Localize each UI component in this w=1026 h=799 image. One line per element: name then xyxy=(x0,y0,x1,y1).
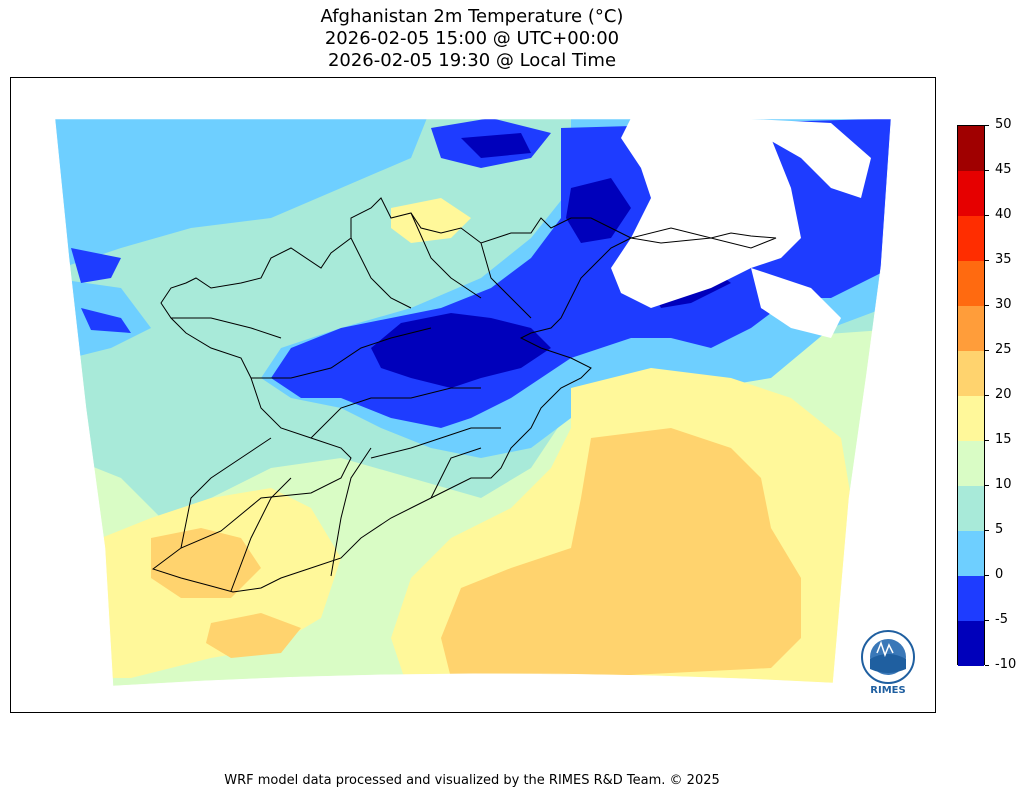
colorbar-segment xyxy=(958,486,984,531)
colorbar-segment xyxy=(958,576,984,621)
country-borders xyxy=(151,197,777,593)
colorbar-tick-label: 20 xyxy=(985,388,1026,402)
rimes-logo: RIMES xyxy=(855,629,921,699)
title-line-1: Afghanistan 2m Temperature (°C) xyxy=(320,6,624,27)
colorbar-segment xyxy=(958,441,984,486)
colorbar-tick-label: 25 xyxy=(985,343,1026,357)
colorbar-tick-label: -5 xyxy=(985,613,1026,627)
colorbar-segment xyxy=(958,216,984,261)
colorbar-tick-label: 10 xyxy=(985,478,1026,492)
colorbar-tick-label: 5 xyxy=(985,523,1026,537)
colorbar-segment xyxy=(958,396,984,441)
afghanistan-outline xyxy=(151,197,777,593)
colorbar-tick-label: 40 xyxy=(985,208,1026,222)
colorbar-tick-label: 15 xyxy=(985,433,1026,447)
colorbar-tick-label: 45 xyxy=(985,163,1026,177)
colorbar-segment xyxy=(958,306,984,351)
colorbar-tick-label: 30 xyxy=(985,298,1026,312)
colorbar-tick-label: -10 xyxy=(985,658,1026,672)
field-white xyxy=(611,119,801,308)
logo-text: RIMES xyxy=(870,685,906,696)
field-orange xyxy=(441,428,801,678)
colorbar-segment xyxy=(958,351,984,396)
temperature-map xyxy=(54,118,892,687)
footer-credit: WRF model data processed and visualized … xyxy=(224,773,720,788)
map-title: Afghanistan 2m Temperature (°C) 2026-02-… xyxy=(0,6,944,72)
field-light-blue xyxy=(55,119,431,268)
colorbar-segment xyxy=(958,261,984,306)
colorbar-segment xyxy=(958,531,984,576)
title-line-2: 2026-02-05 15:00 @ UTC+00:00 xyxy=(324,28,620,49)
domain-edge xyxy=(54,118,892,687)
province-lines xyxy=(171,212,532,592)
colorbar-tick-label: 35 xyxy=(985,253,1026,267)
title-line-3: 2026-02-05 19:30 @ Local Time xyxy=(327,50,617,71)
colorbar-segment xyxy=(958,171,984,216)
colorbar-tick-label: 0 xyxy=(985,568,1026,582)
colorbar xyxy=(957,125,985,666)
colorbar-tick-label: 50 xyxy=(985,118,1026,132)
colorbar-segment xyxy=(958,126,984,171)
map-frame: RIMES xyxy=(10,77,936,713)
colorbar-segment xyxy=(958,621,984,666)
